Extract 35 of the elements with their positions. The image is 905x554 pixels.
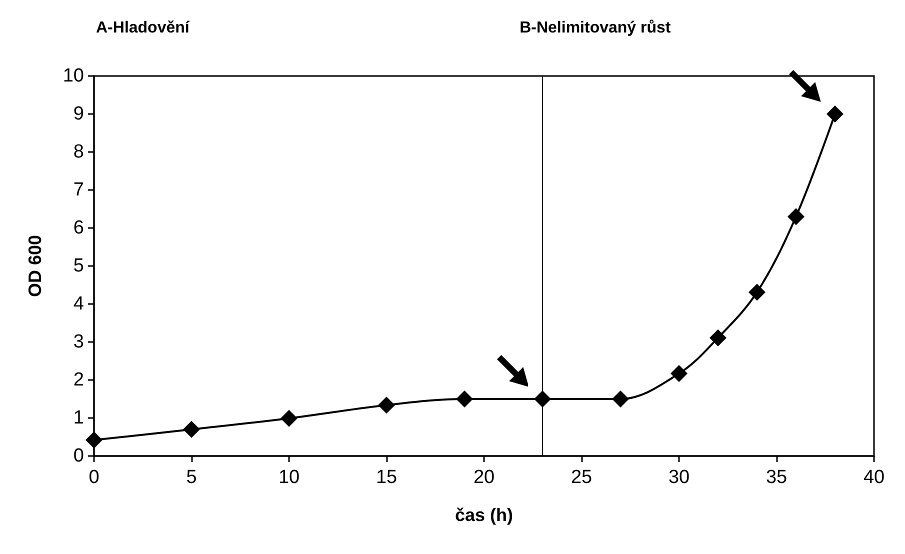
x-tick-label: 20 xyxy=(473,467,495,488)
y-tick-label: 5 xyxy=(73,256,84,276)
y-tick-label: 8 xyxy=(73,142,84,162)
y-tick-label: 7 xyxy=(73,180,84,200)
x-tick-label: 35 xyxy=(766,467,788,488)
y-tick-label: 3 xyxy=(73,332,84,352)
x-tick-label: 0 xyxy=(88,467,100,488)
y-axis-title: OD 600 xyxy=(25,234,45,298)
x-axis-title: čas (h) xyxy=(454,505,514,525)
x-tick-label: 40 xyxy=(863,467,885,488)
text: B-Nelimitovaný růst xyxy=(520,20,672,36)
text: A-Hladovění xyxy=(96,20,190,36)
point xyxy=(710,329,726,346)
y-tick-label: 2 xyxy=(73,370,84,390)
point xyxy=(378,396,395,414)
point xyxy=(826,106,844,122)
point xyxy=(788,208,804,226)
x-tick-label: 5 xyxy=(186,467,197,488)
y-tick-label: 10 xyxy=(62,66,84,86)
y-tick-label: 9 xyxy=(73,104,84,124)
x-tick-label: 15 xyxy=(376,467,398,488)
y-tick-label: 1 xyxy=(73,408,84,428)
point xyxy=(183,420,200,438)
x-tick-label: 25 xyxy=(570,467,592,488)
y-tick-label: 4 xyxy=(73,294,84,314)
point xyxy=(748,284,766,301)
point xyxy=(670,365,688,382)
point xyxy=(456,390,473,408)
x-tick-label: 30 xyxy=(668,467,690,488)
point xyxy=(86,432,102,449)
point xyxy=(280,410,298,427)
x-tick-label: 10 xyxy=(278,467,300,488)
point xyxy=(612,390,629,408)
y-tick-label: 6 xyxy=(73,218,84,238)
y-tick-label: 0 xyxy=(73,446,84,466)
